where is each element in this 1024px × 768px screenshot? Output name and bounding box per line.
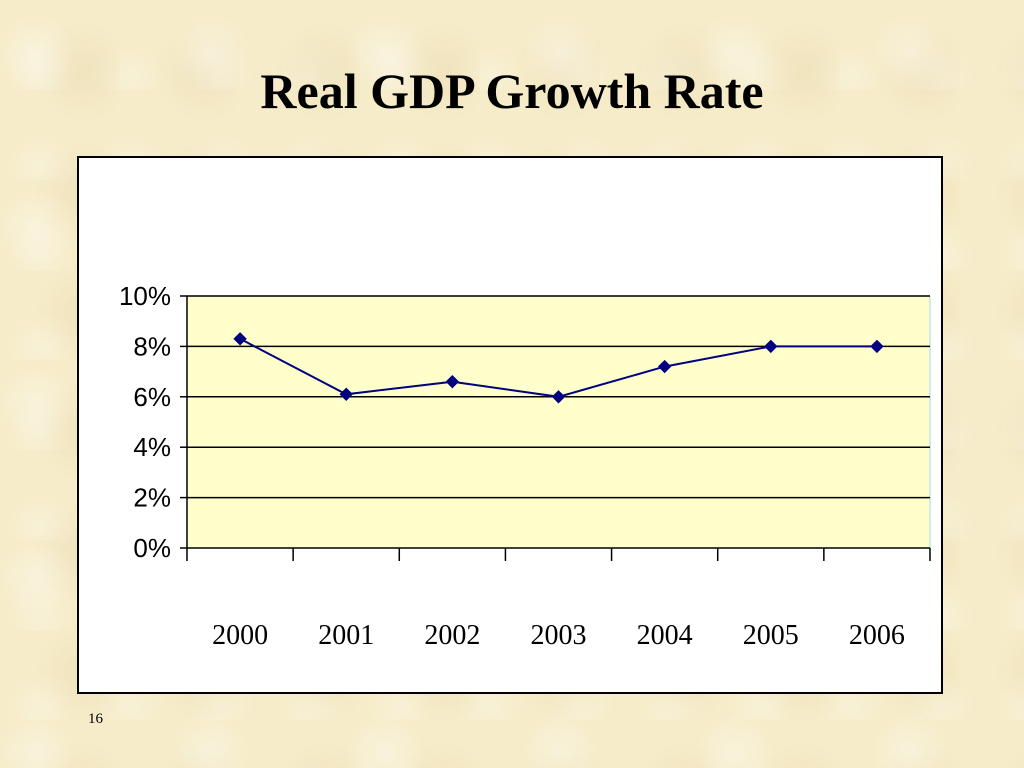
x-tick-label: 2002 [424, 620, 480, 651]
data-point-marker [764, 339, 778, 354]
slide-title: Real GDP Growth Rate [260, 63, 764, 119]
data-points [233, 332, 884, 404]
y-tick-label: 4% [133, 432, 171, 462]
x-tick-label: 2003 [531, 620, 587, 651]
data-point-marker [551, 390, 566, 404]
slide-number: 16 [88, 711, 103, 727]
x-tick-label: 2006 [849, 620, 905, 651]
x-tick-label: 2004 [637, 620, 693, 651]
data-point-marker [445, 374, 460, 389]
data-point-marker [339, 387, 353, 401]
plot-background [187, 296, 930, 548]
chart-frame: 0% 2% 4% 6% 8% 10% 2000 2001 2002 2003 2004 2005 20… [77, 156, 943, 694]
line-chart: 0%2%4%6%8%10% 2000 2001 2002 2003 2004 2005 20… [119, 281, 931, 651]
plot-area [187, 295, 931, 548]
x-tick-label: 2001 [318, 620, 374, 651]
y-tick-label: 2% [133, 483, 171, 513]
y-tick-label: 6% [133, 382, 171, 412]
data-point-marker [870, 339, 884, 354]
y-tick-labels: 0% 2% 4% 6% 8% 10% [119, 281, 171, 563]
x-tick-labels: 2000 2001 2002 2003 2004 2005 2006 [212, 620, 905, 651]
y-tick-label: 10% [119, 281, 171, 311]
y-tick-label: 0% [133, 533, 171, 563]
data-point-marker [233, 332, 247, 346]
x-tick-label: 2005 [743, 620, 799, 651]
axes [180, 295, 931, 561]
data-point-marker [657, 359, 672, 374]
y-tick-label: 8% [133, 331, 171, 361]
x-tick-label: 2000 [212, 620, 268, 651]
